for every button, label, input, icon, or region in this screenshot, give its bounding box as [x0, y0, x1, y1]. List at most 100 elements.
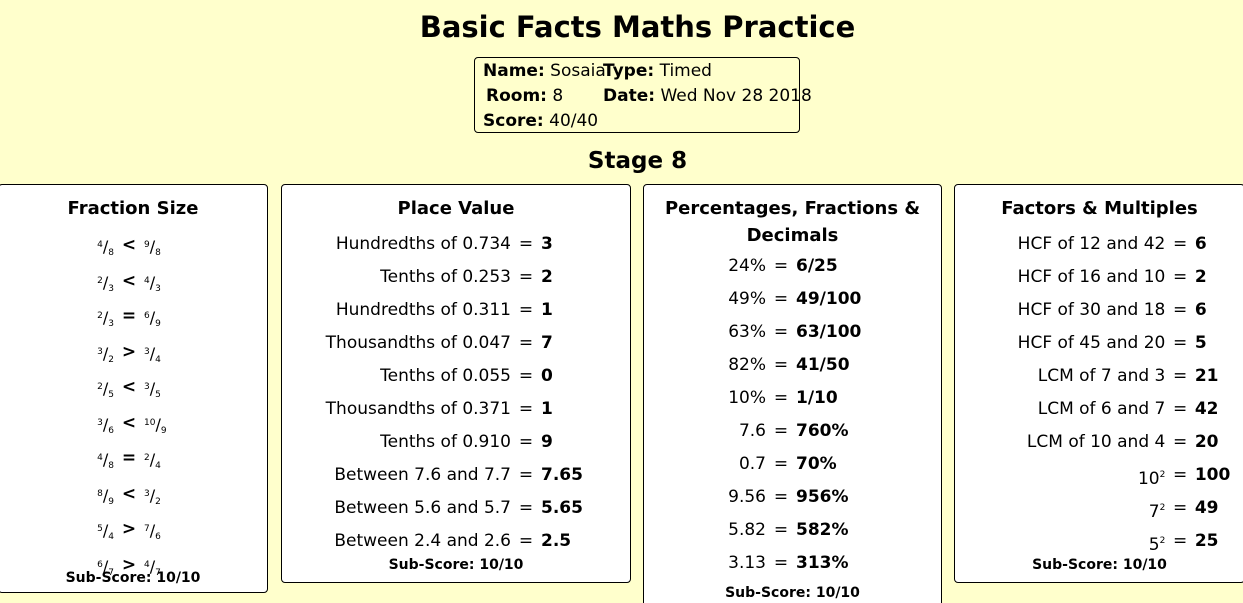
comparison-symbol: < — [121, 412, 137, 433]
percentage-row: 9.56 = 956% — [644, 481, 941, 514]
score-row: Score: 40/40 — [483, 109, 598, 133]
question-text: 9.56 — [728, 487, 766, 507]
place-value-panel: Place Value Hundredths of 0.734 = 3 Tenths … — [281, 184, 631, 583]
comparison-symbol: = — [121, 306, 137, 326]
question-text: 10 — [1137, 469, 1160, 489]
percentage-row: 7.6 = 760% — [644, 415, 941, 448]
right-denominator: 4 — [155, 354, 161, 365]
equals-sign: = — [518, 366, 534, 386]
equals-sign: = — [1172, 531, 1188, 551]
question-text: Tenths of 0.910 — [380, 432, 511, 452]
question: 49% — [644, 283, 766, 316]
fraction-row: 4/8 = 2/4 — [0, 441, 267, 477]
question: LCM of 6 and 7 — [955, 393, 1166, 426]
place-value-rows: Hundredths of 0.734 = 3 Tenths of 0.253 = 2 Hu… — [282, 228, 630, 558]
question: 3.13 — [644, 547, 766, 580]
name-label: Name: — [483, 61, 545, 81]
date-label: Date: — [603, 86, 656, 106]
comparison-symbol: < — [121, 270, 137, 291]
answer: 20 — [1194, 432, 1219, 452]
score-label: Score: — [483, 111, 544, 131]
question: 63% — [644, 316, 766, 349]
question: 52 — [955, 525, 1166, 558]
left-fraction: 3/6 — [97, 414, 114, 436]
right-denominator: 7 — [155, 567, 161, 578]
equals-sign: = — [1172, 234, 1188, 254]
answer: 956% — [796, 487, 849, 507]
right-numerator: 4 — [144, 559, 150, 570]
right-fraction: 6/9 — [144, 308, 161, 329]
percentages-panel: Percentages, Fractions & Decimals 24% = 6/… — [643, 184, 942, 603]
equals-sign: = — [773, 553, 789, 573]
factor-row: HCF of 12 and 42 = 6 — [955, 228, 1243, 261]
question: 72 — [955, 492, 1166, 525]
question: HCF of 30 and 18 — [955, 294, 1166, 327]
page-title: Basic Facts Maths Practice — [419, 10, 856, 44]
equals-sign: = — [1172, 267, 1188, 287]
left-fraction: 2/3 — [97, 308, 114, 329]
question-text: LCM of 10 and 4 — [1026, 432, 1166, 452]
comparison-symbol: > — [121, 519, 137, 539]
question: Tenths of 0.055 — [282, 360, 511, 393]
question-text: Thousandths of 0.047 — [325, 333, 511, 353]
answer: 49 — [1194, 498, 1219, 518]
right-numerator: 4 — [144, 275, 150, 286]
equals-sign: = — [1172, 432, 1188, 452]
equals-sign: = — [518, 399, 534, 419]
answer: 2 — [541, 267, 553, 287]
place-value-row: Hundredths of 0.311 = 1 — [282, 294, 630, 327]
comparison-symbol: > — [121, 554, 137, 575]
comparison-symbol: > — [121, 341, 137, 362]
left-numerator: 2 — [97, 311, 103, 321]
question-text: Tenths of 0.055 — [380, 366, 511, 386]
right-denominator: 8 — [155, 248, 161, 258]
question-text: 0.7 — [738, 454, 766, 474]
left-numerator: 2 — [97, 382, 103, 392]
question-text: HCF of 12 and 42 — [1017, 234, 1166, 254]
equals-sign: = — [1172, 366, 1188, 386]
place-value-row: Tenths of 0.910 = 9 — [282, 426, 630, 459]
student-name: Sosaia — [550, 61, 606, 81]
left-numerator: 4 — [97, 453, 103, 463]
right-numerator: 2 — [144, 453, 150, 463]
left-fraction: 6/7 — [97, 556, 114, 578]
answer: 63/100 — [796, 322, 862, 342]
factors-title: Factors & Multiples — [1001, 198, 1198, 219]
question: HCF of 45 and 20 — [955, 327, 1166, 360]
left-denominator: 8 — [108, 461, 114, 471]
type-row: Type: Timed — [603, 59, 712, 83]
fraction-row: 6/7 >4/7 — [0, 548, 267, 584]
left-denominator: 3 — [108, 283, 114, 294]
right-numerator: 3 — [144, 346, 150, 357]
question: Between 2.4 and 2.6 — [282, 525, 511, 558]
question: Between 7.6 and 7.7 — [282, 459, 511, 492]
place-value-row: Between 2.4 and 2.6 = 2.5 — [282, 525, 630, 558]
right-denominator: 9 — [155, 319, 161, 329]
right-fraction: 3/4 — [144, 343, 161, 365]
fraction-size-subscore: Sub-Score: 10/10 — [65, 570, 201, 586]
right-fraction: 2/4 — [144, 450, 161, 471]
left-fraction: 8/9 — [97, 485, 114, 507]
answer: 5.65 — [541, 498, 583, 518]
percentage-row: 5.82 = 582% — [644, 514, 941, 547]
question-text: 5 — [1148, 535, 1160, 555]
question-text: 7.6 — [738, 421, 766, 441]
percentages-title-line2: Decimals — [746, 225, 839, 246]
factor-row: 72 = 49 — [955, 492, 1243, 525]
question: Thousandths of 0.371 — [282, 393, 511, 426]
question: LCM of 7 and 3 — [955, 360, 1166, 393]
date-row: Date: Wed Nov 28 2018 — [603, 84, 812, 108]
factor-row: 102 = 100 — [955, 459, 1243, 492]
right-numerator: 3 — [144, 488, 150, 499]
question-text: HCF of 16 and 10 — [1017, 267, 1166, 287]
answer: 100 — [1194, 465, 1231, 485]
question-text: 49% — [728, 289, 766, 309]
left-fraction: 2/5 — [97, 379, 114, 400]
question-text: 5.82 — [728, 520, 766, 540]
right-denominator: 2 — [155, 496, 161, 507]
test-type: Timed — [659, 61, 712, 81]
factor-row: 52 = 25 — [955, 525, 1243, 558]
percentage-row: 3.13 = 313% — [644, 547, 941, 580]
equals-sign: = — [518, 300, 534, 320]
question-text: Between 7.6 and 7.7 — [334, 465, 511, 485]
